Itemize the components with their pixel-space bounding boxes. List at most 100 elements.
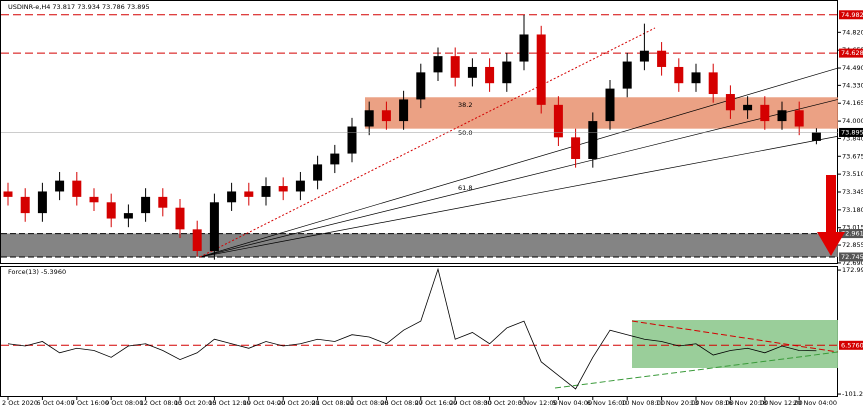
x-tick-label: 19 Oct 04:00	[243, 399, 285, 407]
plot: 74.82074.65574.49074.33074.16574.00073.8…	[1, 10, 863, 407]
trend-line	[554, 351, 839, 389]
y-tick-label: 73.675	[842, 152, 863, 160]
candle-body	[588, 121, 598, 159]
x-tick-label: 29 Oct 08:00	[449, 399, 491, 407]
indicator-title: Force(13) -5.3960	[8, 268, 66, 276]
candle-body	[347, 126, 357, 154]
x-tick-label: 20 Oct 20:00	[277, 399, 319, 407]
x-tick-label: 30 Oct 20:00	[484, 399, 526, 407]
x-tick-label: 18 Nov 12:00	[759, 399, 803, 407]
x-tick-label: 15 Oct 12:00	[208, 399, 250, 407]
trend-line	[199, 27, 656, 258]
y-tick-label: 73.510	[842, 170, 863, 178]
price-box	[839, 48, 863, 58]
x-tick-label: 13 Nov 08:00	[690, 399, 734, 407]
y-tick-label: 73.015	[842, 224, 863, 232]
x-tick-label: 10 Nov 08:00	[621, 399, 665, 407]
y-tick-label: 72.690	[842, 259, 863, 267]
y-tick-label: 72.855	[842, 241, 863, 249]
candle-body	[502, 61, 512, 84]
y-tick-label: 74.000	[842, 117, 863, 125]
fan-line	[199, 135, 839, 258]
candle-body	[725, 94, 735, 111]
x-tick-label: 16 Nov 20:00	[724, 399, 768, 407]
candle-body	[416, 72, 426, 100]
candle-body	[536, 34, 546, 105]
candle-body	[760, 104, 770, 122]
y-tick-label: 74.820	[842, 28, 863, 36]
candle-body	[192, 229, 202, 252]
price-box	[839, 10, 863, 20]
force-line	[7, 267, 817, 390]
fan-line	[199, 99, 839, 258]
y-tick-label: 74.490	[842, 64, 863, 72]
price-box-label: 72.961	[841, 230, 863, 238]
price-box-label: 74.628	[841, 49, 863, 57]
candle-body	[674, 66, 684, 84]
candle-body	[657, 50, 667, 67]
candle-body	[72, 180, 82, 197]
x-tick-label: 26 Oct 08:00	[380, 399, 422, 407]
fib-zone	[365, 97, 838, 129]
candle-body	[244, 191, 254, 197]
x-tick-label: 12 Oct 08:00	[140, 399, 182, 407]
x-tick-label: 6 Oct 04:00	[36, 399, 74, 407]
candle-body	[313, 164, 323, 181]
price-box-label: 72.745	[841, 253, 863, 261]
x-tick-label: 9 Oct 08:00	[105, 399, 143, 407]
candle-body	[519, 34, 529, 62]
fib-label: 38.2	[458, 101, 472, 109]
candle-body	[605, 88, 615, 122]
x-tick-label: 7 Oct 16:00	[71, 399, 109, 407]
candle-body	[209, 202, 219, 252]
candle-body	[639, 50, 649, 62]
candle-body	[571, 137, 581, 159]
main-frame	[0, 0, 838, 264]
candle-body	[55, 180, 65, 192]
candle-body	[89, 196, 99, 203]
price-box-label: 74.982	[841, 11, 863, 19]
candle-body	[485, 66, 495, 84]
x-tick-label: 20 Nov 04:00	[793, 399, 837, 407]
x-tick-label: 21 Oct 08:00	[312, 399, 354, 407]
candle-body	[553, 104, 563, 138]
candle-body	[20, 196, 30, 214]
candle-body	[330, 153, 340, 165]
candle-body	[158, 196, 168, 208]
y-tick-label: -101.256	[842, 390, 863, 398]
down-arrow	[817, 175, 845, 256]
y-tick-label: 73.180	[842, 206, 863, 214]
y-tick-label: 73.345	[842, 188, 863, 196]
candle-body	[141, 196, 151, 214]
candle-body	[123, 213, 133, 219]
candle-body	[106, 202, 116, 219]
candle-body	[381, 110, 391, 122]
x-tick-label: 11 Nov 20:00	[656, 399, 700, 407]
candle-body	[399, 99, 409, 122]
candle-body	[622, 61, 632, 89]
candle-body	[227, 191, 237, 203]
y-tick-label: 74.330	[842, 81, 863, 89]
candle-body	[450, 56, 460, 78]
x-tick-label: 27 Oct 16:00	[415, 399, 457, 407]
x-tick-label: 13 Oct 20:00	[174, 399, 216, 407]
price-box	[839, 229, 863, 239]
price-box-label: 6.5760	[841, 341, 863, 349]
x-tick-label: 6 Nov 16:00	[587, 399, 627, 407]
candle-body	[467, 66, 477, 78]
price-box	[839, 127, 863, 137]
price-box	[839, 340, 863, 350]
y-tick-label: 172.9966	[842, 266, 863, 274]
x-tick-label: 22 Oct 08:00	[346, 399, 388, 407]
candle-body	[743, 104, 753, 111]
candle-body	[295, 180, 305, 192]
candle-body	[37, 191, 47, 214]
x-tick-label: 5 Nov 04:00	[552, 399, 592, 407]
chart-title: USDINR-e,H4 73.817 73.934 73.786 73.895	[8, 3, 150, 11]
candle-body	[261, 186, 271, 197]
candle-body	[708, 72, 718, 95]
candle-body	[364, 110, 374, 127]
fib-label: 61.8	[458, 184, 472, 192]
support-zone	[1, 233, 838, 257]
